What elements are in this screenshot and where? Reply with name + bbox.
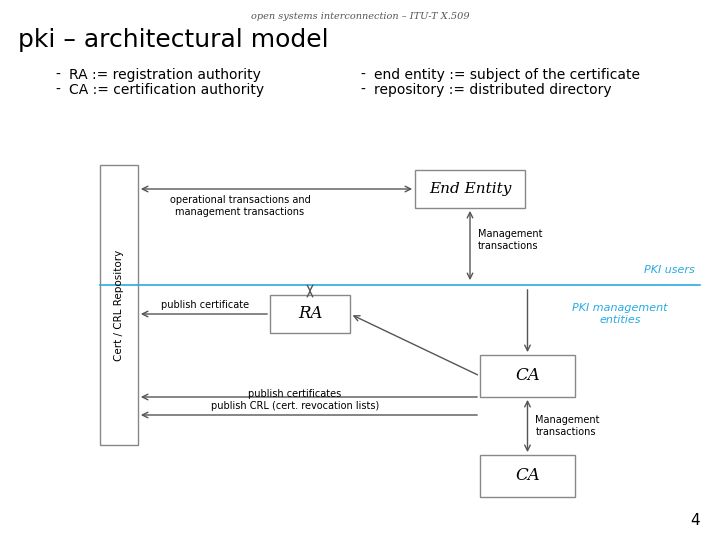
Text: end entity := subject of the certificate: end entity := subject of the certificate bbox=[374, 68, 640, 82]
Bar bbox=[480, 355, 575, 397]
Text: -: - bbox=[360, 83, 365, 97]
Text: RA: RA bbox=[298, 306, 323, 322]
Text: open systems interconnection – ITU-T X.509: open systems interconnection – ITU-T X.5… bbox=[251, 12, 469, 21]
Text: End Entity: End Entity bbox=[429, 182, 511, 196]
Text: PKI users: PKI users bbox=[644, 265, 695, 275]
Text: PKI management
entities: PKI management entities bbox=[572, 303, 667, 325]
Text: Cert / CRL Repository: Cert / CRL Repository bbox=[114, 249, 124, 361]
Bar bbox=[100, 165, 138, 445]
Text: RA := registration authority: RA := registration authority bbox=[69, 68, 261, 82]
Text: publish certificates
publish CRL (cert. revocation lists): publish certificates publish CRL (cert. … bbox=[211, 389, 379, 411]
Text: repository := distributed directory: repository := distributed directory bbox=[374, 83, 611, 97]
Text: CA := certification authority: CA := certification authority bbox=[69, 83, 264, 97]
Text: CA: CA bbox=[515, 468, 540, 484]
Bar bbox=[480, 455, 575, 497]
Text: 4: 4 bbox=[690, 513, 700, 528]
Text: operational transactions and
management transactions: operational transactions and management … bbox=[170, 195, 310, 217]
Text: Management
transactions: Management transactions bbox=[536, 415, 600, 437]
Text: -: - bbox=[360, 68, 365, 82]
Text: -: - bbox=[55, 83, 60, 97]
Text: pki – architectural model: pki – architectural model bbox=[18, 28, 328, 52]
Text: CA: CA bbox=[515, 368, 540, 384]
Bar bbox=[270, 295, 350, 333]
Text: Management
transactions: Management transactions bbox=[478, 229, 542, 251]
Text: -: - bbox=[55, 68, 60, 82]
Text: publish certificate: publish certificate bbox=[161, 300, 249, 310]
Bar bbox=[415, 170, 525, 208]
